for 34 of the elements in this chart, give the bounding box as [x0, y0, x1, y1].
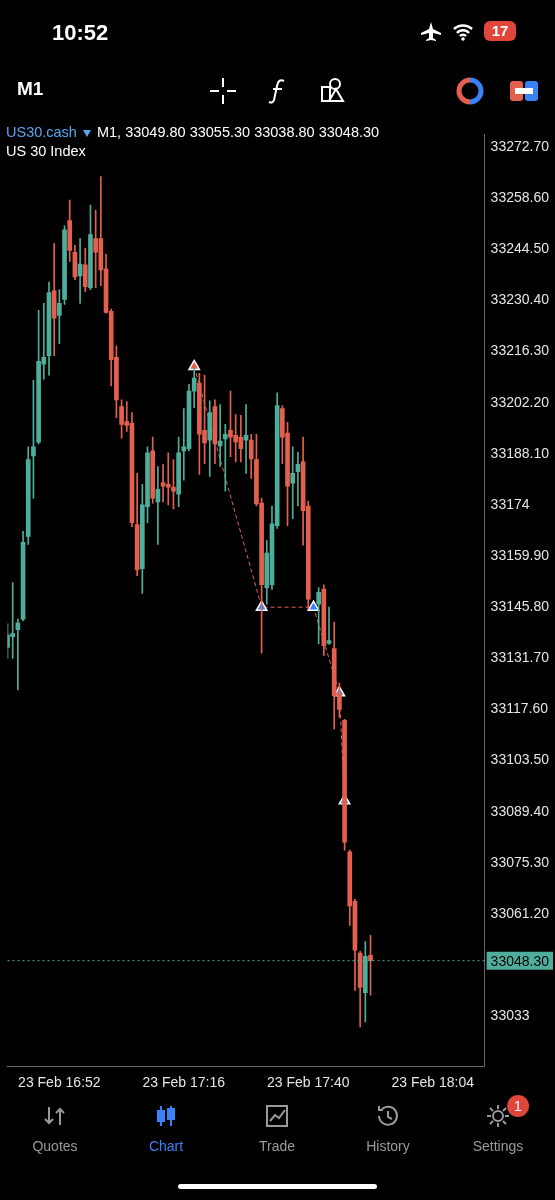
text: 10:52	[52, 20, 109, 46]
y-tick-label: 33117.60	[490, 700, 549, 717]
text: M1	[17, 78, 44, 100]
y-tick-label: 33159.90	[490, 546, 550, 563]
x-tick-label: 23 Feb 17:16	[142, 1074, 226, 1091]
text: Chart	[147, 1138, 185, 1154]
y-tick-label: 33202.20	[490, 393, 550, 410]
y-tick-label: 33131.70	[490, 649, 550, 666]
text: 17	[484, 21, 516, 41]
y-tick-label: 33089.40	[490, 802, 550, 819]
y-tick-label: 33145.80	[490, 598, 550, 615]
y-tick-label: 33230.40	[490, 291, 550, 308]
y-tick-label: 33244.50	[490, 240, 550, 257]
text: Trade	[257, 1138, 297, 1154]
y-tick-label: 33174	[490, 495, 530, 512]
ref-line-label: 33048.30	[490, 952, 550, 969]
y-tick-label: 33033	[490, 1007, 530, 1024]
y-tick-label: 33188.10	[490, 444, 550, 461]
text: Settings	[471, 1138, 525, 1154]
annotation: M1, 33049.80 33055.30 33038.80 33048.30	[96, 124, 380, 140]
text: US 30 Index	[6, 143, 86, 159]
y-tick-label: 33272.70	[490, 137, 550, 154]
text: History	[365, 1138, 411, 1154]
y-tick-label: 33258.60	[490, 189, 550, 206]
y-tick-label: 33103.50	[490, 751, 550, 768]
y-tick-label: 33075.30	[490, 853, 550, 870]
x-tick-label: 23 Feb 17:40	[267, 1074, 350, 1091]
text: Quotes	[31, 1138, 79, 1154]
text: 1	[507, 1095, 529, 1117]
x-tick-label: 23 Feb 18:04	[391, 1074, 475, 1091]
chart-title: US30.cash	[6, 124, 77, 140]
x-tick-label: 23 Feb 16:52	[18, 1074, 101, 1091]
y-tick-label: 33061.20	[490, 904, 550, 921]
y-tick-label: 33216.30	[490, 342, 550, 359]
